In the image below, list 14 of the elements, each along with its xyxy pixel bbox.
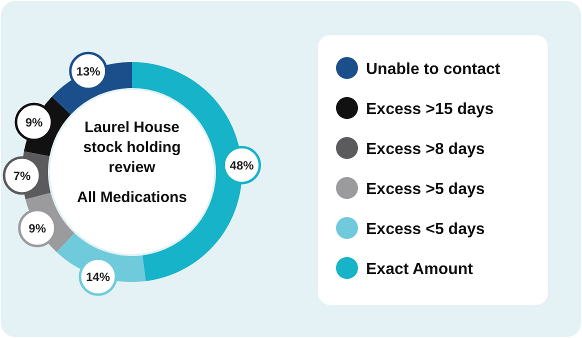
- text: Laurel House stock holding review: [83, 119, 181, 176]
- legend-label: Exact Amount: [366, 261, 474, 278]
- legend-label: Excess >5 days: [366, 181, 485, 198]
- legend-label: Excess >8 days: [366, 141, 485, 158]
- legend-label: Unable to contact: [366, 61, 501, 78]
- data-label: 9%: [25, 116, 43, 130]
- legend-label: Excess <5 days: [366, 221, 485, 238]
- data-label: 48%: [230, 158, 254, 173]
- data-label: 13%: [76, 64, 101, 79]
- legend-label: Excess >15 days: [366, 101, 494, 118]
- data-label: 9%: [28, 221, 46, 236]
- data-label: 14%: [86, 270, 110, 284]
- text: All Medications: [76, 189, 188, 206]
- data-label: 7%: [13, 168, 32, 183]
